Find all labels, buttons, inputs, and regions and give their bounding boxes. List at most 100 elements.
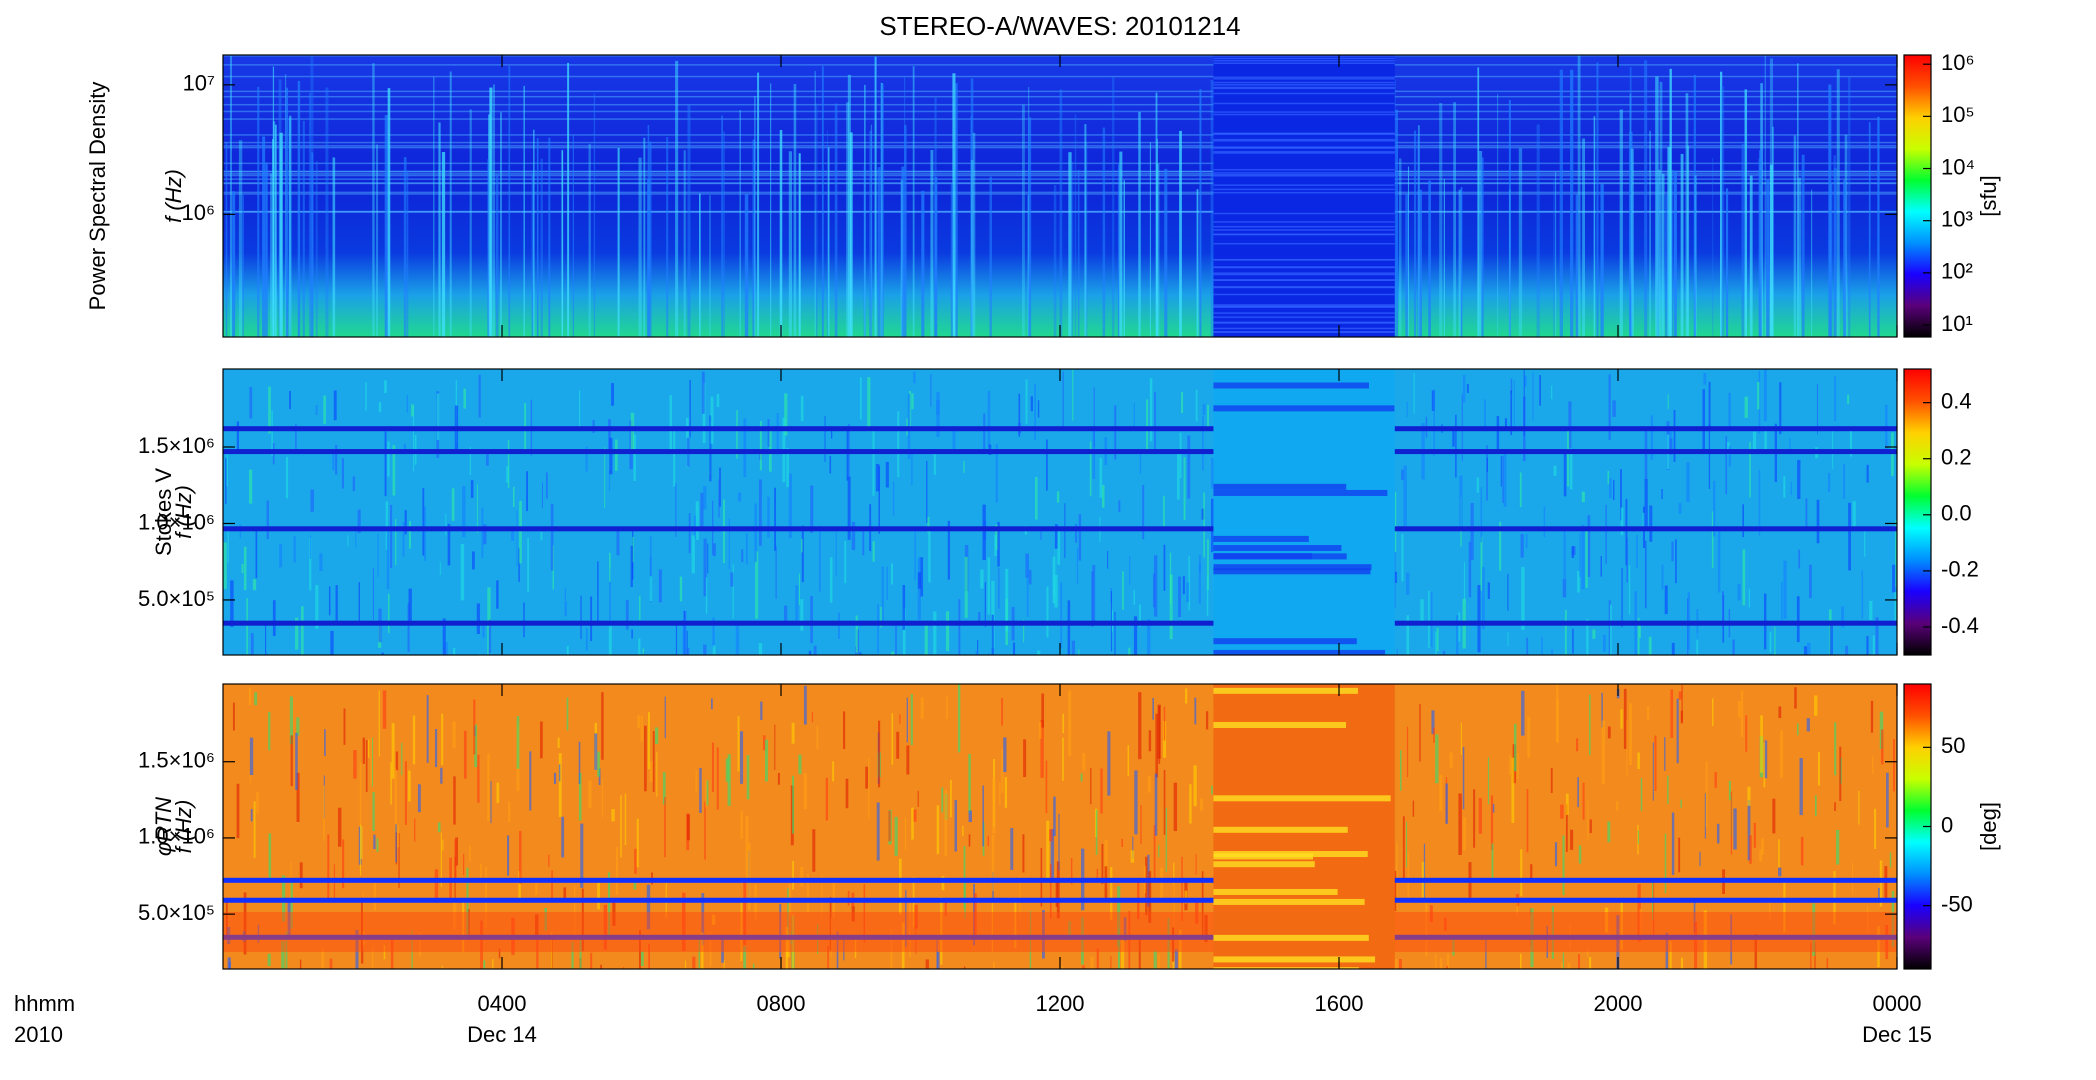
streak	[992, 777, 996, 834]
streak	[1068, 690, 1072, 757]
streak	[1680, 957, 1684, 969]
streak	[1654, 735, 1657, 792]
streak	[474, 724, 478, 768]
gap-line	[1213, 272, 1395, 274]
streak	[1637, 830, 1639, 845]
streak	[487, 753, 490, 822]
streak	[1834, 376, 1837, 422]
streak	[1102, 485, 1105, 508]
streak	[225, 458, 227, 505]
streak	[1070, 858, 1073, 885]
streak	[679, 576, 683, 602]
streak	[557, 737, 560, 749]
streak	[585, 627, 588, 651]
streak	[1644, 60, 1648, 337]
streak	[977, 639, 979, 655]
streak	[266, 500, 269, 540]
streak	[633, 434, 636, 481]
streak	[1748, 588, 1751, 608]
gap-band	[1213, 795, 1391, 802]
streak	[408, 521, 411, 549]
colorbar	[1903, 54, 1932, 338]
streak	[649, 761, 653, 783]
gap	[1213, 684, 1395, 969]
colorbar-unit: [deg]	[1976, 802, 2001, 851]
streak	[745, 815, 749, 884]
streak	[1582, 782, 1585, 820]
gap-band	[1213, 826, 1348, 833]
streak	[745, 533, 748, 565]
streak	[709, 195, 711, 337]
streak	[404, 761, 407, 825]
streak	[1477, 584, 1481, 653]
streak	[1508, 99, 1511, 337]
streak	[1764, 55, 1766, 337]
streak	[970, 78, 974, 337]
colorbar-tick-label: 10³	[1941, 207, 1973, 232]
streak	[1563, 452, 1567, 497]
streak	[1783, 560, 1787, 619]
streak	[1828, 472, 1831, 493]
streak	[636, 818, 639, 868]
streak	[1626, 719, 1628, 778]
colorbar-tick-label: 50	[1941, 733, 1965, 758]
streak	[384, 115, 389, 337]
streak	[798, 153, 801, 337]
streak	[271, 410, 273, 457]
streak	[327, 834, 330, 900]
streak	[1685, 93, 1689, 337]
streak	[1398, 959, 1402, 969]
streak	[793, 84, 797, 337]
streak	[1462, 374, 1466, 403]
streak	[975, 650, 978, 655]
streak	[1121, 838, 1124, 848]
streak	[413, 405, 415, 472]
streak	[1553, 465, 1557, 476]
streak	[1779, 382, 1782, 435]
streak	[1727, 441, 1730, 456]
streak	[1184, 688, 1188, 704]
streak	[669, 395, 673, 455]
streak	[387, 88, 391, 337]
streak	[527, 537, 529, 593]
streak	[588, 143, 591, 337]
streak	[1879, 860, 1883, 907]
streak	[1521, 567, 1525, 630]
streak	[684, 960, 687, 969]
streak	[845, 778, 849, 809]
streak	[1623, 688, 1627, 749]
streak	[1396, 843, 1398, 911]
x-tick-label: 0000	[1873, 991, 1922, 1016]
streak	[703, 644, 707, 655]
streak	[1608, 600, 1611, 655]
gap-line	[1213, 188, 1395, 191]
streak	[1527, 716, 1531, 758]
streak	[1153, 825, 1156, 880]
gap-band	[1213, 535, 1309, 542]
streak	[1589, 819, 1592, 833]
colorbar	[1903, 368, 1932, 656]
x-tick-label: 0400	[478, 991, 527, 1016]
streak	[1062, 713, 1065, 734]
y-axis-label: f (Hz)	[171, 800, 196, 854]
streak	[1407, 166, 1409, 337]
streak	[1502, 455, 1504, 504]
streak	[1205, 711, 1209, 730]
streak	[1183, 457, 1186, 521]
streak	[904, 125, 907, 337]
streak	[1620, 469, 1622, 521]
gap-line	[1213, 212, 1395, 215]
streak	[1099, 457, 1103, 498]
streak	[642, 648, 645, 655]
streak	[691, 535, 695, 574]
streak	[381, 652, 384, 655]
streak	[1155, 713, 1159, 778]
streak	[947, 520, 951, 580]
streak	[675, 483, 677, 537]
streak	[1193, 765, 1197, 807]
streak	[872, 541, 875, 562]
streak	[843, 711, 846, 750]
h-line	[223, 191, 1897, 194]
streak	[1728, 392, 1731, 431]
streak	[1892, 564, 1896, 593]
